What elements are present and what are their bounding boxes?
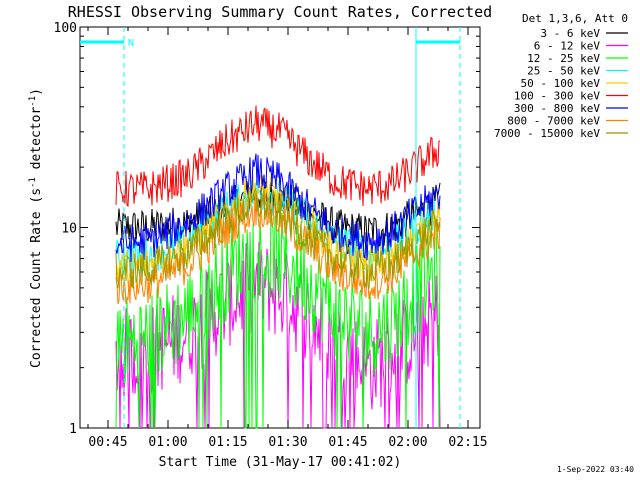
series-line (115, 208, 441, 429)
legend-label: 12 - 25 keV (527, 52, 600, 65)
legend-label: 25 - 50 keV (527, 65, 600, 78)
y-axis: 1 10 100 (54, 21, 480, 437)
x-axis: 00:45 01:00 01:15 01:30 01:45 02:00 02:15 (87, 27, 488, 450)
y-label-part: Corrected Count Rate (s (29, 188, 44, 368)
y-label-part: detector (29, 107, 44, 178)
x-tick-label: 01:30 (268, 435, 307, 450)
series-line (115, 193, 441, 305)
x-tick-label: 01:00 (148, 435, 187, 450)
plot-area: N (79, 26, 481, 429)
series-line (115, 153, 441, 262)
y-axis-label: Corrected Count Rate (s-1 detector-1) (28, 88, 44, 368)
legend-title: Det 1,3,6, Att 0 (522, 12, 628, 25)
x-axis-label: Start Time (31-May-17 00:41:02) (159, 455, 402, 470)
x-tick-label: 01:15 (208, 435, 247, 450)
legend-label: 100 - 300 keV (514, 90, 600, 103)
y-label-sup: -1 (28, 96, 38, 107)
legend-label: 800 - 7000 keV (507, 115, 600, 128)
y-tick-label: 1 (69, 422, 77, 437)
legend-label: 3 - 6 keV (540, 27, 600, 40)
attenuator-markers: N (80, 27, 461, 428)
legend-label: 7000 - 15000 keV (494, 127, 600, 140)
series-line (115, 105, 441, 208)
chart-title: RHESSI Observing Summary Count Rates, Co… (68, 3, 492, 21)
legend-label: 50 - 100 keV (521, 77, 601, 90)
series-layer (115, 105, 441, 429)
y-label-sup: -1 (28, 177, 38, 188)
legend-label: 300 - 800 keV (514, 102, 600, 115)
x-tick-label: 02:15 (448, 435, 487, 450)
legend-label: 6 - 12 keV (534, 40, 601, 53)
y-label-part: ) (29, 88, 44, 96)
x-tick-label: 01:45 (328, 435, 367, 450)
attenuator-label: N (128, 38, 134, 49)
series-line (115, 187, 441, 290)
series-line (115, 179, 441, 275)
y-tick-label: 100 (54, 21, 77, 36)
x-tick-label: 02:00 (388, 435, 427, 450)
y-tick-label: 10 (61, 222, 77, 237)
x-tick-label: 00:45 (88, 435, 127, 450)
timestamp: 1-Sep-2022 03:40 (557, 465, 634, 474)
